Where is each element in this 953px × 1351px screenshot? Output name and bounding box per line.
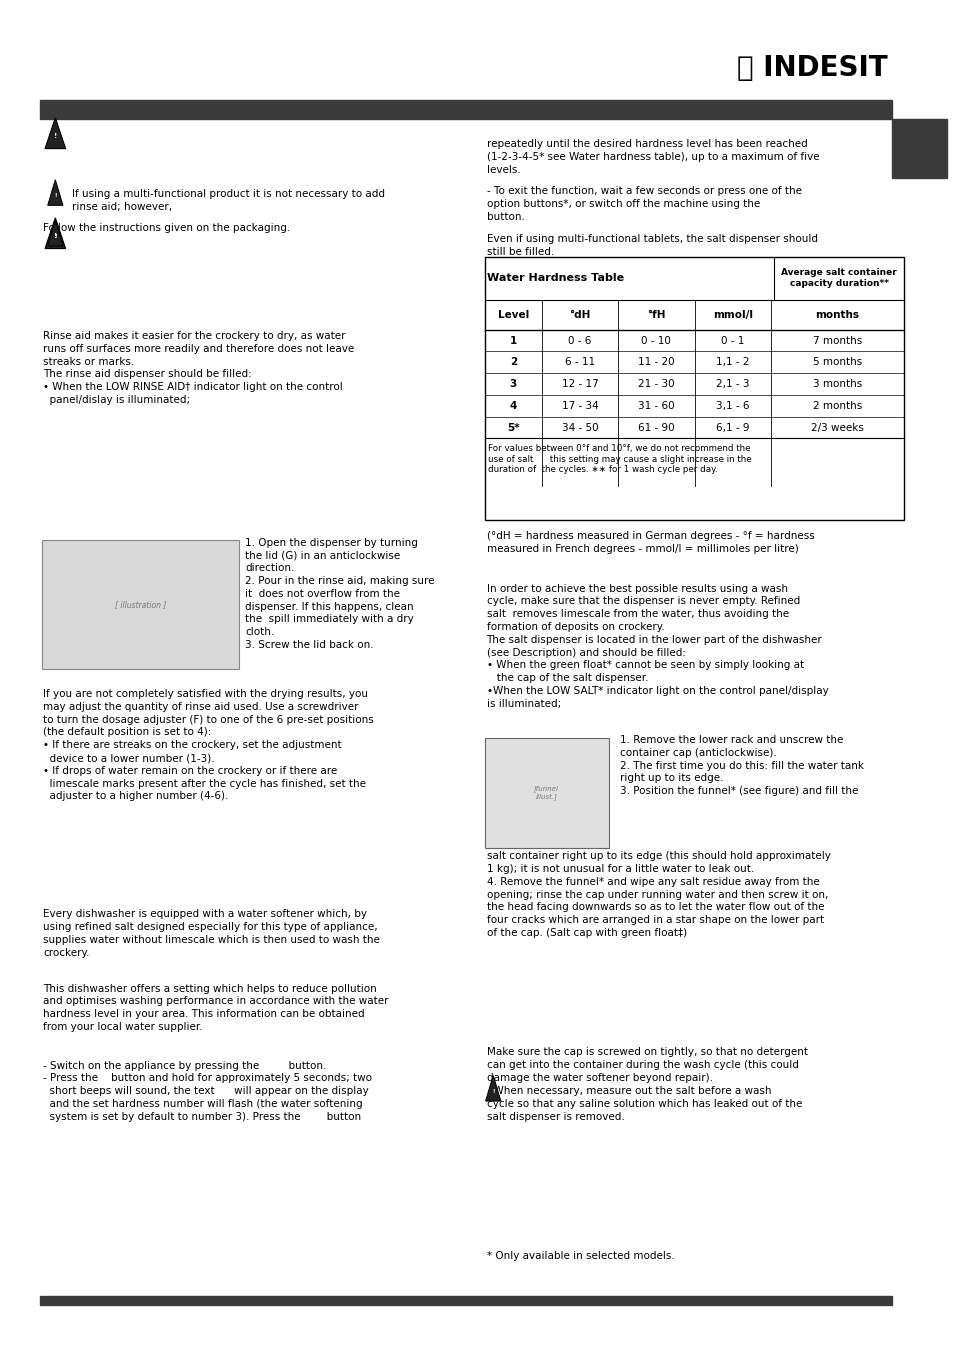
Text: 0 - 1: 0 - 1 — [720, 335, 743, 346]
Polygon shape — [48, 180, 63, 205]
Text: °fH: °fH — [646, 309, 665, 320]
Text: 34 - 50: 34 - 50 — [561, 423, 598, 432]
Text: Level: Level — [497, 309, 528, 320]
Text: duration of  the cycles. ∗∗ for 1 wash cycle per day.: duration of the cycles. ∗∗ for 1 wash cy… — [488, 466, 718, 474]
Text: 3 months: 3 months — [812, 380, 862, 389]
Text: 1: 1 — [509, 335, 517, 346]
Text: Every dishwasher is equipped with a water softener which, by
using refined salt : Every dishwasher is equipped with a wate… — [43, 909, 379, 958]
Text: - Switch on the appliance by pressing the         button.
- Press the    button : - Switch on the appliance by pressing th… — [43, 1061, 372, 1121]
Text: If you are not completely satisfied with the drying results, you
may adjust the : If you are not completely satisfied with… — [43, 689, 374, 801]
Text: 4: 4 — [509, 401, 517, 411]
Text: 11 - 20: 11 - 20 — [638, 357, 674, 367]
Text: repeatedly until the desired hardness level has been reached
(1-2-3-4-5* see Wat: repeatedly until the desired hardness le… — [486, 139, 819, 174]
Text: In order to achieve the best possible results using a wash
cycle, make sure that: In order to achieve the best possible re… — [486, 584, 827, 709]
Text: 5*: 5* — [506, 423, 519, 432]
Text: Rinse aid makes it easier for the crockery to dry, as water
runs off surfaces mo: Rinse aid makes it easier for the crocke… — [43, 331, 354, 405]
Text: 0 - 10: 0 - 10 — [640, 335, 671, 346]
Text: Make sure the cap is screwed on tightly, so that no detergent
can get into the c: Make sure the cap is screwed on tightly,… — [486, 1047, 806, 1082]
Polygon shape — [45, 118, 66, 149]
Text: salt container right up to its edge (this should hold approximately
1 kg); it is: salt container right up to its edge (thi… — [486, 851, 829, 938]
Text: 1. Remove the lower rack and unscrew the
container cap (anticlockwise).
2. The f: 1. Remove the lower rack and unscrew the… — [619, 735, 863, 796]
Text: !: ! — [53, 234, 57, 239]
Text: [ illustration ]: [ illustration ] — [114, 600, 166, 609]
Text: !: ! — [54, 193, 56, 199]
Text: 21 - 30: 21 - 30 — [638, 380, 674, 389]
Text: When necessary, measure out the salt before a wash
cycle so that any saline solu: When necessary, measure out the salt bef… — [486, 1086, 801, 1121]
Text: ⓘ INDESIT: ⓘ INDESIT — [736, 54, 886, 81]
Text: Even if using multi-functional tablets, the salt dispenser should
still be fille: Even if using multi-functional tablets, … — [486, 234, 817, 257]
Polygon shape — [45, 218, 66, 249]
Text: 17 - 34: 17 - 34 — [561, 401, 598, 411]
Text: 2: 2 — [509, 357, 517, 367]
Text: Average salt container
capacity duration**: Average salt container capacity duration… — [781, 269, 896, 288]
Polygon shape — [48, 220, 63, 246]
Text: 1. Open the dispenser by turning
the lid (G) in an anticlockwise
direction.
2. P: 1. Open the dispenser by turning the lid… — [245, 538, 435, 650]
Text: 3: 3 — [509, 380, 517, 389]
Text: 6 - 11: 6 - 11 — [564, 357, 595, 367]
Text: - To exit the function, wait a few seconds or press one of the
option buttons*, : - To exit the function, wait a few secon… — [486, 186, 801, 222]
Text: 2 months: 2 months — [812, 401, 862, 411]
Text: !: ! — [492, 1089, 494, 1094]
Bar — [40, 1296, 891, 1305]
Text: [funnel
illust.]: [funnel illust.] — [534, 786, 558, 800]
Text: 61 - 90: 61 - 90 — [638, 423, 674, 432]
Text: * Only available in selected models.: * Only available in selected models. — [486, 1251, 674, 1260]
Text: 7 months: 7 months — [812, 335, 862, 346]
Bar — [484, 257, 903, 520]
Text: °dH: °dH — [569, 309, 590, 320]
Text: 2/3 weeks: 2/3 weeks — [810, 423, 863, 432]
Text: mmol/l: mmol/l — [712, 309, 752, 320]
Text: Follow the instructions given on the packaging.: Follow the instructions given on the pac… — [43, 223, 290, 232]
Bar — [40, 100, 891, 119]
Text: 12 - 17: 12 - 17 — [561, 380, 598, 389]
Text: 0 - 6: 0 - 6 — [568, 335, 591, 346]
Text: (°dH = hardness measured in German degrees - °f = hardness
measured in French de: (°dH = hardness measured in German degre… — [486, 531, 814, 554]
Bar — [891, 119, 946, 178]
Text: use of salt      this setting may cause a slight increase in the: use of salt this setting may cause a sli… — [488, 455, 751, 463]
Text: !: ! — [54, 234, 56, 239]
Polygon shape — [485, 1075, 500, 1101]
Text: Water Hardness Table: Water Hardness Table — [487, 273, 624, 284]
Text: 5 months: 5 months — [812, 357, 862, 367]
Bar — [42, 540, 238, 669]
Bar — [484, 738, 608, 848]
Text: If using a multi-functional product it is not necessary to add
rinse aid; howeve: If using a multi-functional product it i… — [71, 189, 384, 212]
Text: 1,1 - 2: 1,1 - 2 — [715, 357, 749, 367]
Text: 6,1 - 9: 6,1 - 9 — [715, 423, 749, 432]
Text: 2,1 - 3: 2,1 - 3 — [715, 380, 749, 389]
Text: For values between 0°f and 10°f, we do not recommend the: For values between 0°f and 10°f, we do n… — [488, 444, 750, 453]
Text: 3,1 - 6: 3,1 - 6 — [715, 401, 749, 411]
Text: 31 - 60: 31 - 60 — [638, 401, 674, 411]
Text: months: months — [815, 309, 859, 320]
Text: This dishwasher offers a setting which helps to reduce pollution
and optimises w: This dishwasher offers a setting which h… — [43, 984, 388, 1032]
Text: !: ! — [53, 134, 57, 139]
